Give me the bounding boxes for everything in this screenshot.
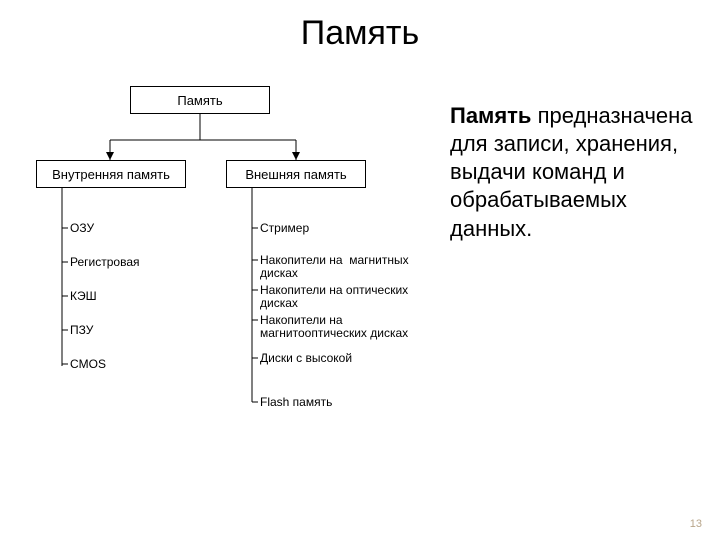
list-item: КЭШ [70,290,97,303]
list-item: Стример [260,222,309,235]
description-bold: Память [450,103,531,128]
list-item: Регистровая [70,256,140,269]
list-item: Накопители на магнитооптических дисках [260,314,408,340]
branch-box-0: Внутренняя память [36,160,186,188]
list-item: Диски с высокой [260,352,352,365]
list-item: ОЗУ [70,222,94,235]
list-item: Flash память [260,396,332,409]
page-number: 13 [690,518,702,530]
list-item: CMOS [70,358,106,371]
branch-box-1: Внешняя память [226,160,366,188]
slide-title: Память [0,0,720,53]
list-item: ПЗУ [70,324,93,337]
list-item: Накопители на оптических дисках [260,284,408,310]
diagram-stage: Память Внутренняя память Внешняя память ОЗ… [0,62,720,502]
root-box: Память [130,86,270,114]
list-item: Накопители на магнитных дисках [260,254,409,280]
description-text: Память предназначена для записи, хранени… [450,102,700,243]
